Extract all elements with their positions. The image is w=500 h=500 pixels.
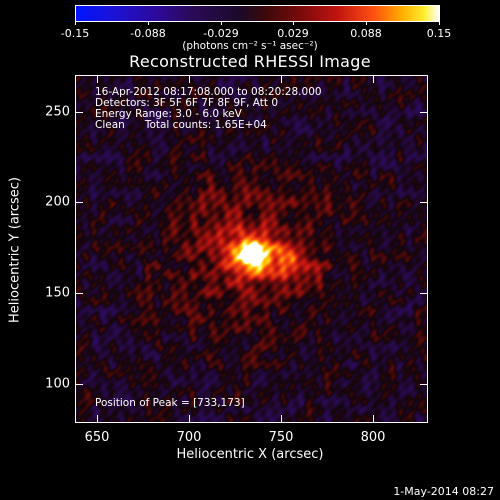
x-tick-label: 650 <box>84 430 110 445</box>
time-range-annotation: 16-Apr-2012 08:17:08.000 to 08:20:28.000 <box>95 86 322 98</box>
colorbar-tick-label: 0.088 <box>350 27 382 40</box>
x-axis-label: Heliocentric X (arcsec) <box>176 447 324 462</box>
y-tick-label: 250 <box>45 104 70 120</box>
x-tickmark-top <box>189 76 190 83</box>
colorbar-tickmark <box>221 21 222 25</box>
colorbar-tick-label: 0.15 <box>426 27 452 40</box>
y-tickmark <box>76 293 83 294</box>
y-tickmark-right <box>420 384 427 385</box>
peak-position-annotation: Position of Peak = [733,173] <box>95 397 245 409</box>
y-tickmark <box>76 384 83 385</box>
y-tickmark-right <box>420 112 427 113</box>
colorbar-tickmark <box>439 21 440 25</box>
y-tickmark <box>76 112 83 113</box>
colorbar-tick-label: 0.029 <box>277 27 309 40</box>
colorbar <box>75 5 440 22</box>
rhessi-image <box>76 76 427 422</box>
y-tick-label: 200 <box>45 194 70 210</box>
detectors-annotation: Detectors: 3F 5F 6F 7F 8F 9F, Att 0 <box>95 97 279 109</box>
x-tickmark <box>281 415 282 422</box>
x-tickmark-top <box>373 76 374 83</box>
colorbar-tickmark <box>293 21 294 25</box>
footer-timestamp: 1-May-2014 08:27 <box>393 485 494 498</box>
energy-range-annotation: Energy Range: 3.0 - 6.0 keV <box>95 108 242 120</box>
plot-title: Reconstructed RHESSI Image <box>129 52 371 71</box>
method-counts-annotation: Clean Total counts: 1.65E+04 <box>95 119 267 131</box>
colorbar-tickmark <box>366 21 367 25</box>
colorbar-tick-label: -0.15 <box>60 27 90 40</box>
x-tick-label: 700 <box>176 430 202 445</box>
x-tickmark-top <box>97 76 98 83</box>
y-tickmark <box>76 202 83 203</box>
x-tickmark-top <box>281 76 282 83</box>
y-tick-label: 100 <box>45 376 70 392</box>
image-plot-frame: 16-Apr-2012 08:17:08.000 to 08:20:28.000… <box>75 75 428 423</box>
y-tick-label: 150 <box>45 285 70 301</box>
y-axis-label: Heliocentric Y (arcsec) <box>7 177 23 323</box>
colorbar-tick-label: -0.088 <box>130 27 166 40</box>
x-tickmark <box>189 415 190 422</box>
x-tick-label: 750 <box>268 430 294 445</box>
colorbar-tickmark <box>148 21 149 25</box>
colorbar-tick-label: -0.029 <box>203 27 239 40</box>
colorbar-unit-label: (photons cm⁻² s⁻¹ asec⁻²) <box>182 40 318 52</box>
x-tickmark <box>97 415 98 422</box>
x-tickmark <box>373 415 374 422</box>
y-tickmark-right <box>420 202 427 203</box>
y-tickmark-right <box>420 293 427 294</box>
colorbar-tickmark <box>75 21 76 25</box>
x-tick-label: 800 <box>360 430 386 445</box>
